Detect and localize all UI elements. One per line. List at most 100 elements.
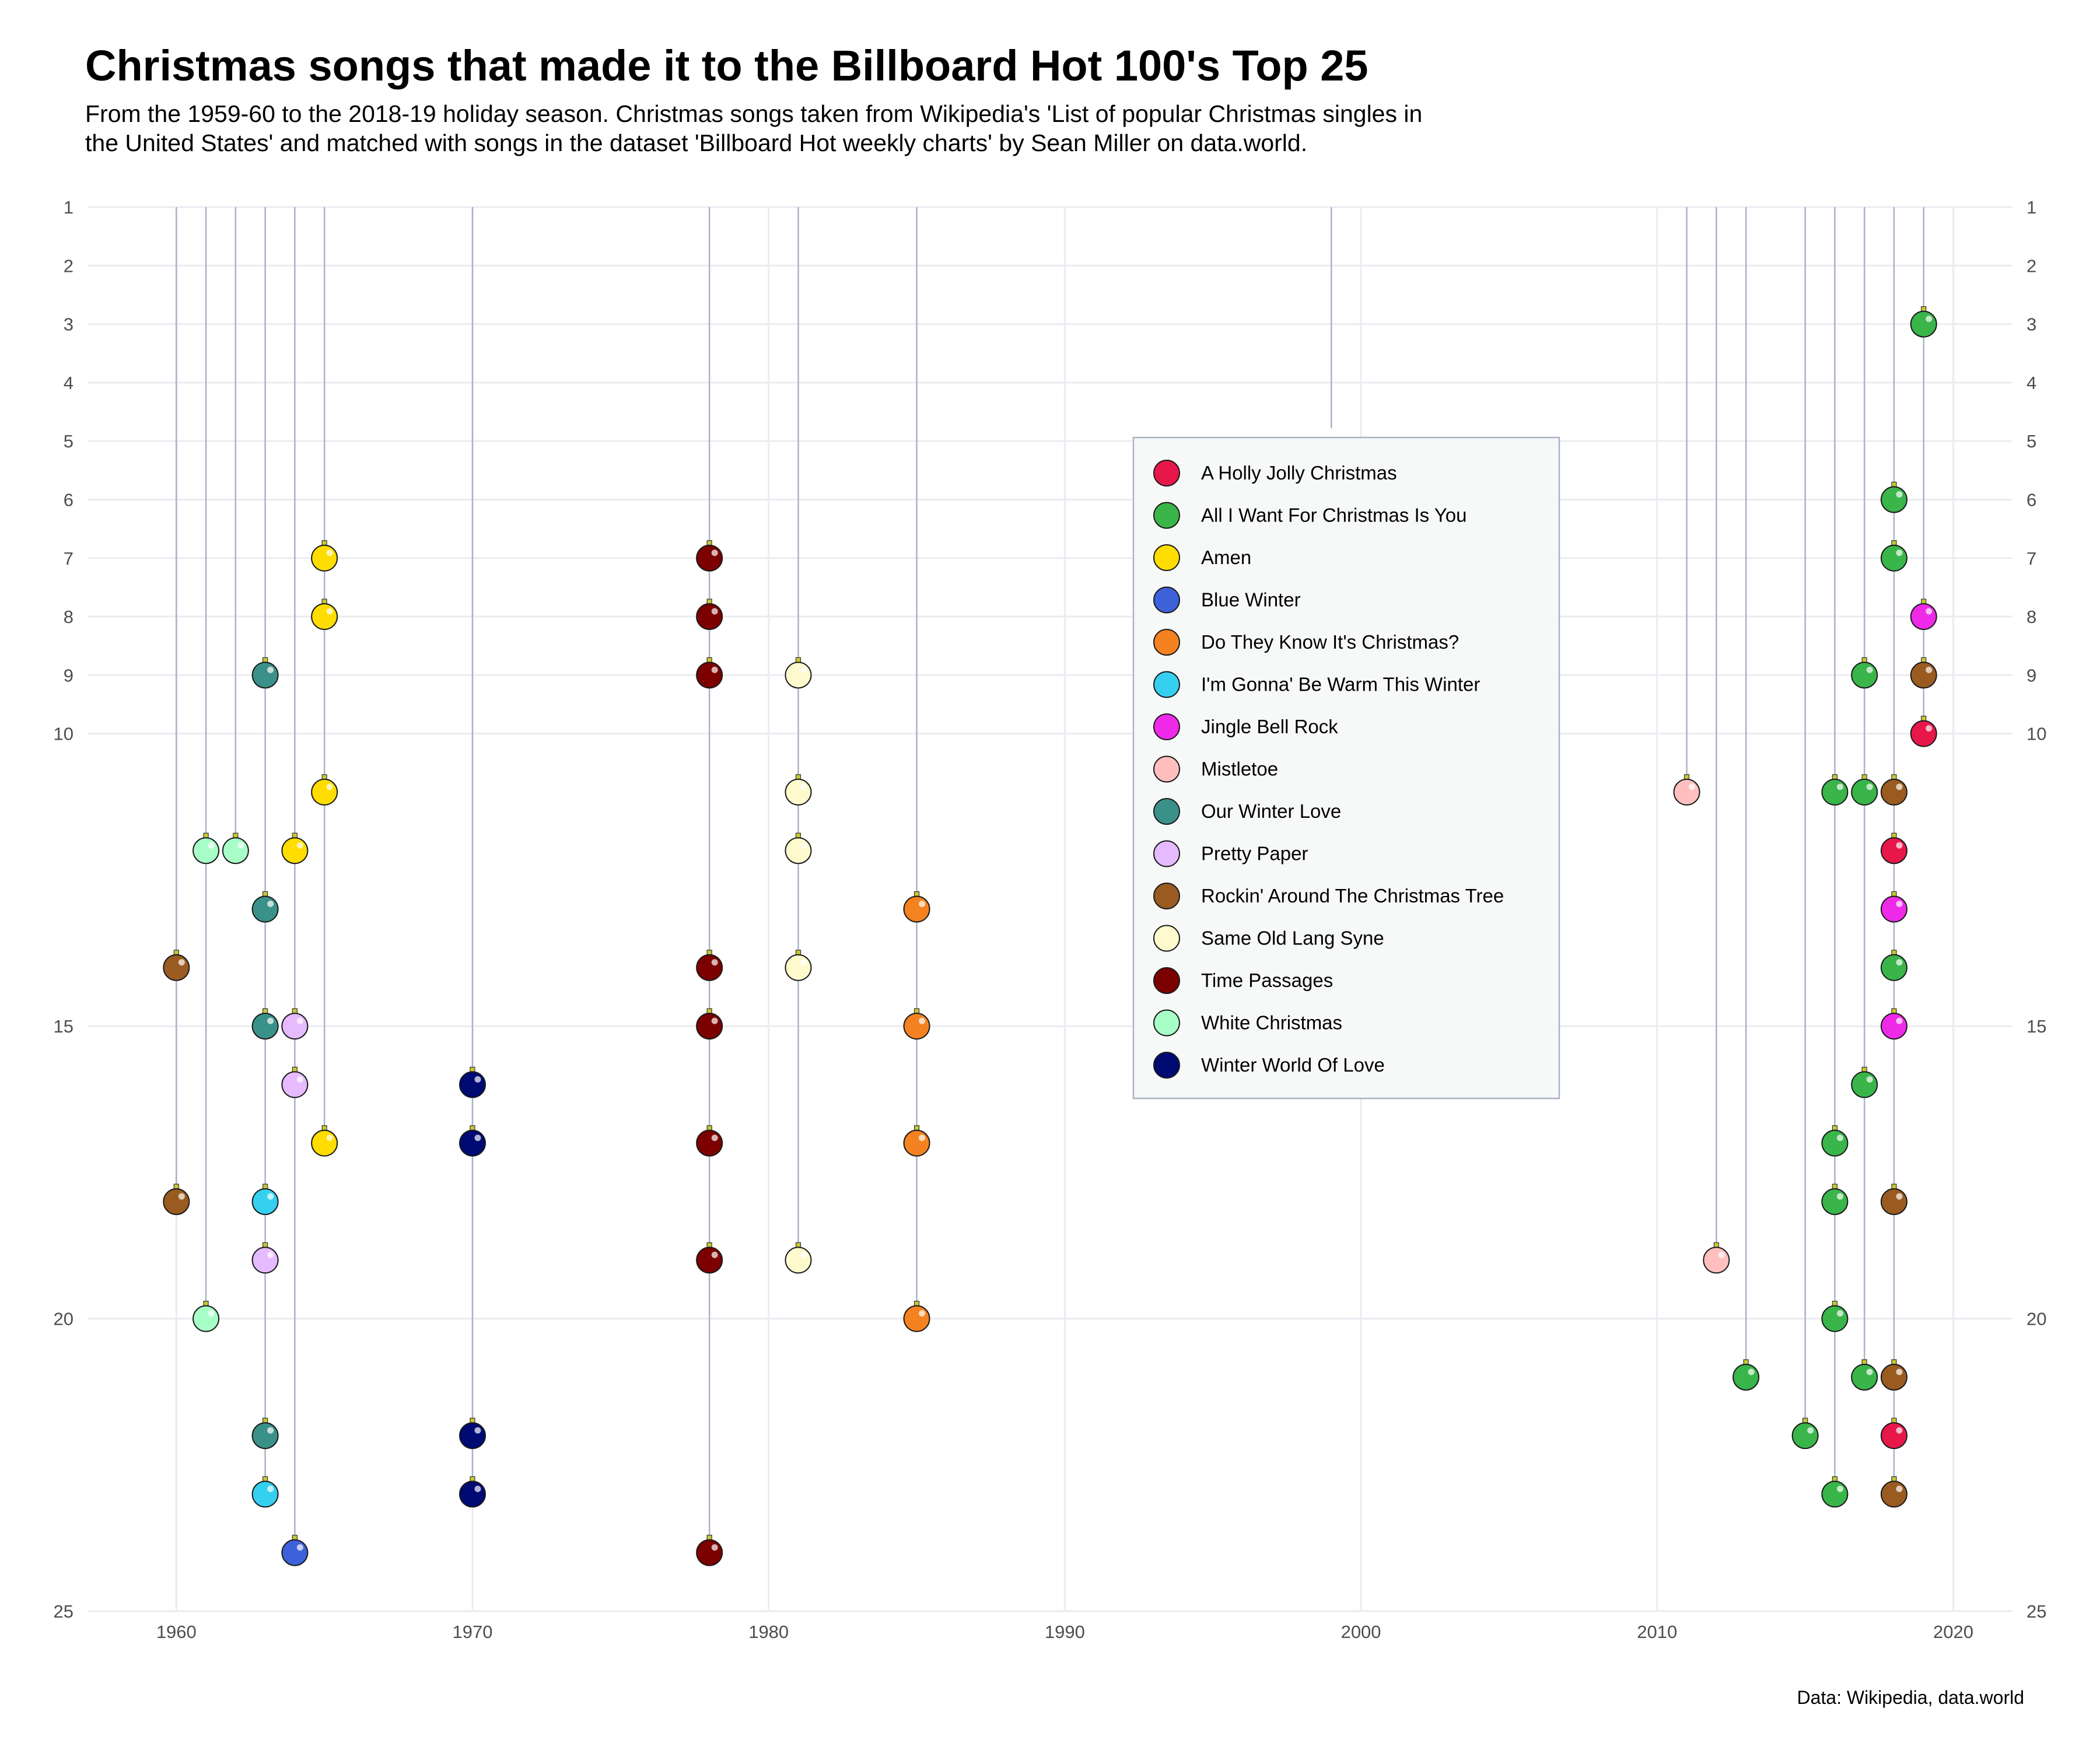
y-tick-label-left: 3 xyxy=(64,314,74,335)
series-rockin-around-the-christmas-tree xyxy=(163,657,1937,1508)
ornament-point xyxy=(251,1184,279,1215)
legend-item: Our Winter Love xyxy=(1153,798,1341,825)
ornament-point xyxy=(1791,1418,1819,1450)
legend-label: Pretty Paper xyxy=(1201,843,1308,864)
chart-subtitle-line-1: From the 1959-60 to the 2018-19 holiday … xyxy=(85,100,1423,127)
ornament-point xyxy=(1851,1066,1878,1098)
legend-swatch xyxy=(1153,798,1180,825)
ornament-ball xyxy=(1880,954,1908,981)
x-tick-label: 1960 xyxy=(156,1622,197,1642)
legend-swatch xyxy=(1153,755,1180,783)
legend-label: Same Old Lang Syne xyxy=(1201,928,1384,949)
legend-swatch xyxy=(1153,713,1180,740)
series-blue-winter xyxy=(281,1535,309,1566)
legend-label: White Christmas xyxy=(1201,1012,1342,1034)
ornament-point xyxy=(1880,540,1908,572)
ornament-point xyxy=(785,950,812,981)
ornament-point xyxy=(785,774,812,806)
ornament-ball xyxy=(251,662,279,689)
y-tick-label-right: 7 xyxy=(2027,548,2036,569)
ornament-point xyxy=(696,540,723,572)
ornament-ball xyxy=(785,837,812,864)
ornament-point xyxy=(1880,1418,1908,1450)
ornament-highlight xyxy=(919,901,926,907)
ornament-ball xyxy=(1821,1480,1849,1508)
ornament-ball xyxy=(696,603,723,631)
ornament-ball xyxy=(785,1247,812,1274)
ornament-ball xyxy=(1880,1480,1908,1508)
ornament-highlight xyxy=(1807,1427,1814,1434)
y-tick-label-left: 2 xyxy=(64,256,74,276)
legend-label: Rockin' Around The Christmas Tree xyxy=(1201,885,1504,907)
legend-item: A Holly Jolly Christmas xyxy=(1153,460,1397,487)
legend-label: Winter World Of Love xyxy=(1201,1054,1385,1076)
ornament-point xyxy=(903,1300,930,1332)
ornament-ball xyxy=(1703,1247,1730,1274)
ornament-ball xyxy=(192,1305,220,1332)
ornament-ball xyxy=(1673,778,1700,806)
ornament-highlight xyxy=(711,550,718,556)
ornament-highlight xyxy=(800,666,807,673)
x-tick-label: 2010 xyxy=(1637,1622,1677,1642)
legend-item: Rockin' Around The Christmas Tree xyxy=(1153,883,1504,909)
ornament-ball xyxy=(1851,1363,1878,1391)
ornament-point xyxy=(1910,716,1937,747)
ornament-ball xyxy=(281,1013,309,1040)
ornament-highlight xyxy=(267,666,274,673)
ornament-ball xyxy=(1732,1363,1760,1391)
ornament-highlight xyxy=(919,1310,926,1317)
y-tick-label-left: 1 xyxy=(64,197,74,218)
legend-label: I'm Gonna' Be Warm This Winter xyxy=(1201,674,1480,695)
ornament-point xyxy=(785,1242,812,1274)
y-tick-label-left: 4 xyxy=(64,373,74,393)
ornament-ball xyxy=(1880,1422,1908,1450)
legend-item: Jingle Bell Rock xyxy=(1153,713,1338,740)
ornament-strings xyxy=(176,207,1924,1540)
ornament-point xyxy=(251,1418,279,1450)
series-white-christmas xyxy=(192,832,249,1332)
ornament-highlight xyxy=(1718,1251,1725,1258)
ornament-highlight xyxy=(474,1485,481,1492)
legend-swatch xyxy=(1153,925,1180,952)
ornament-highlight xyxy=(178,1193,185,1200)
ornament-point xyxy=(1821,1184,1849,1215)
ornament-ball xyxy=(459,1480,486,1508)
gridlines xyxy=(88,206,2013,1612)
ornament-ball xyxy=(163,954,190,981)
ornament-ball xyxy=(311,778,338,806)
legend-item: Time Passages xyxy=(1153,967,1333,994)
ornament-point xyxy=(311,540,338,572)
ornament-ball xyxy=(1880,544,1908,572)
ornament-point xyxy=(311,598,338,631)
ornament-highlight xyxy=(296,1017,303,1024)
ornament-point xyxy=(1851,1359,1878,1391)
ornament-point xyxy=(1880,481,1908,513)
ornament-ball xyxy=(222,837,249,864)
x-tick-label: 2000 xyxy=(1341,1622,1381,1642)
ornament-highlight xyxy=(474,1427,481,1434)
ornament-highlight xyxy=(208,1310,215,1317)
y-tick-label-right: 15 xyxy=(2027,1016,2046,1037)
y-tick-label-left: 8 xyxy=(64,607,74,627)
ornament-highlight xyxy=(711,1017,718,1024)
ornament-highlight xyxy=(1896,959,1903,966)
ornament-ball xyxy=(696,1129,723,1157)
legend-label: Time Passages xyxy=(1201,970,1333,991)
ornament-ball xyxy=(1880,778,1908,806)
ornament-ball xyxy=(1880,837,1908,864)
y-tick-label-left: 20 xyxy=(54,1309,74,1329)
ornament-ball xyxy=(281,1071,309,1098)
ornament-point xyxy=(192,1300,220,1332)
ornament-highlight xyxy=(267,901,274,907)
ornament-point xyxy=(251,891,279,923)
series-amen xyxy=(281,540,338,1157)
ornament-ball xyxy=(281,837,309,864)
ornament-ball xyxy=(903,895,930,923)
legend-item: All I Want For Christmas Is You xyxy=(1153,502,1466,529)
ornament-highlight xyxy=(1866,1076,1873,1083)
x-tick-label: 1990 xyxy=(1045,1622,1085,1642)
legend: A Holly Jolly Christmas All I Want For Ch… xyxy=(1132,436,1560,1100)
y-tick-label-left: 10 xyxy=(54,724,74,744)
ornament-highlight xyxy=(178,959,185,966)
ornament-highlight xyxy=(267,1427,274,1434)
